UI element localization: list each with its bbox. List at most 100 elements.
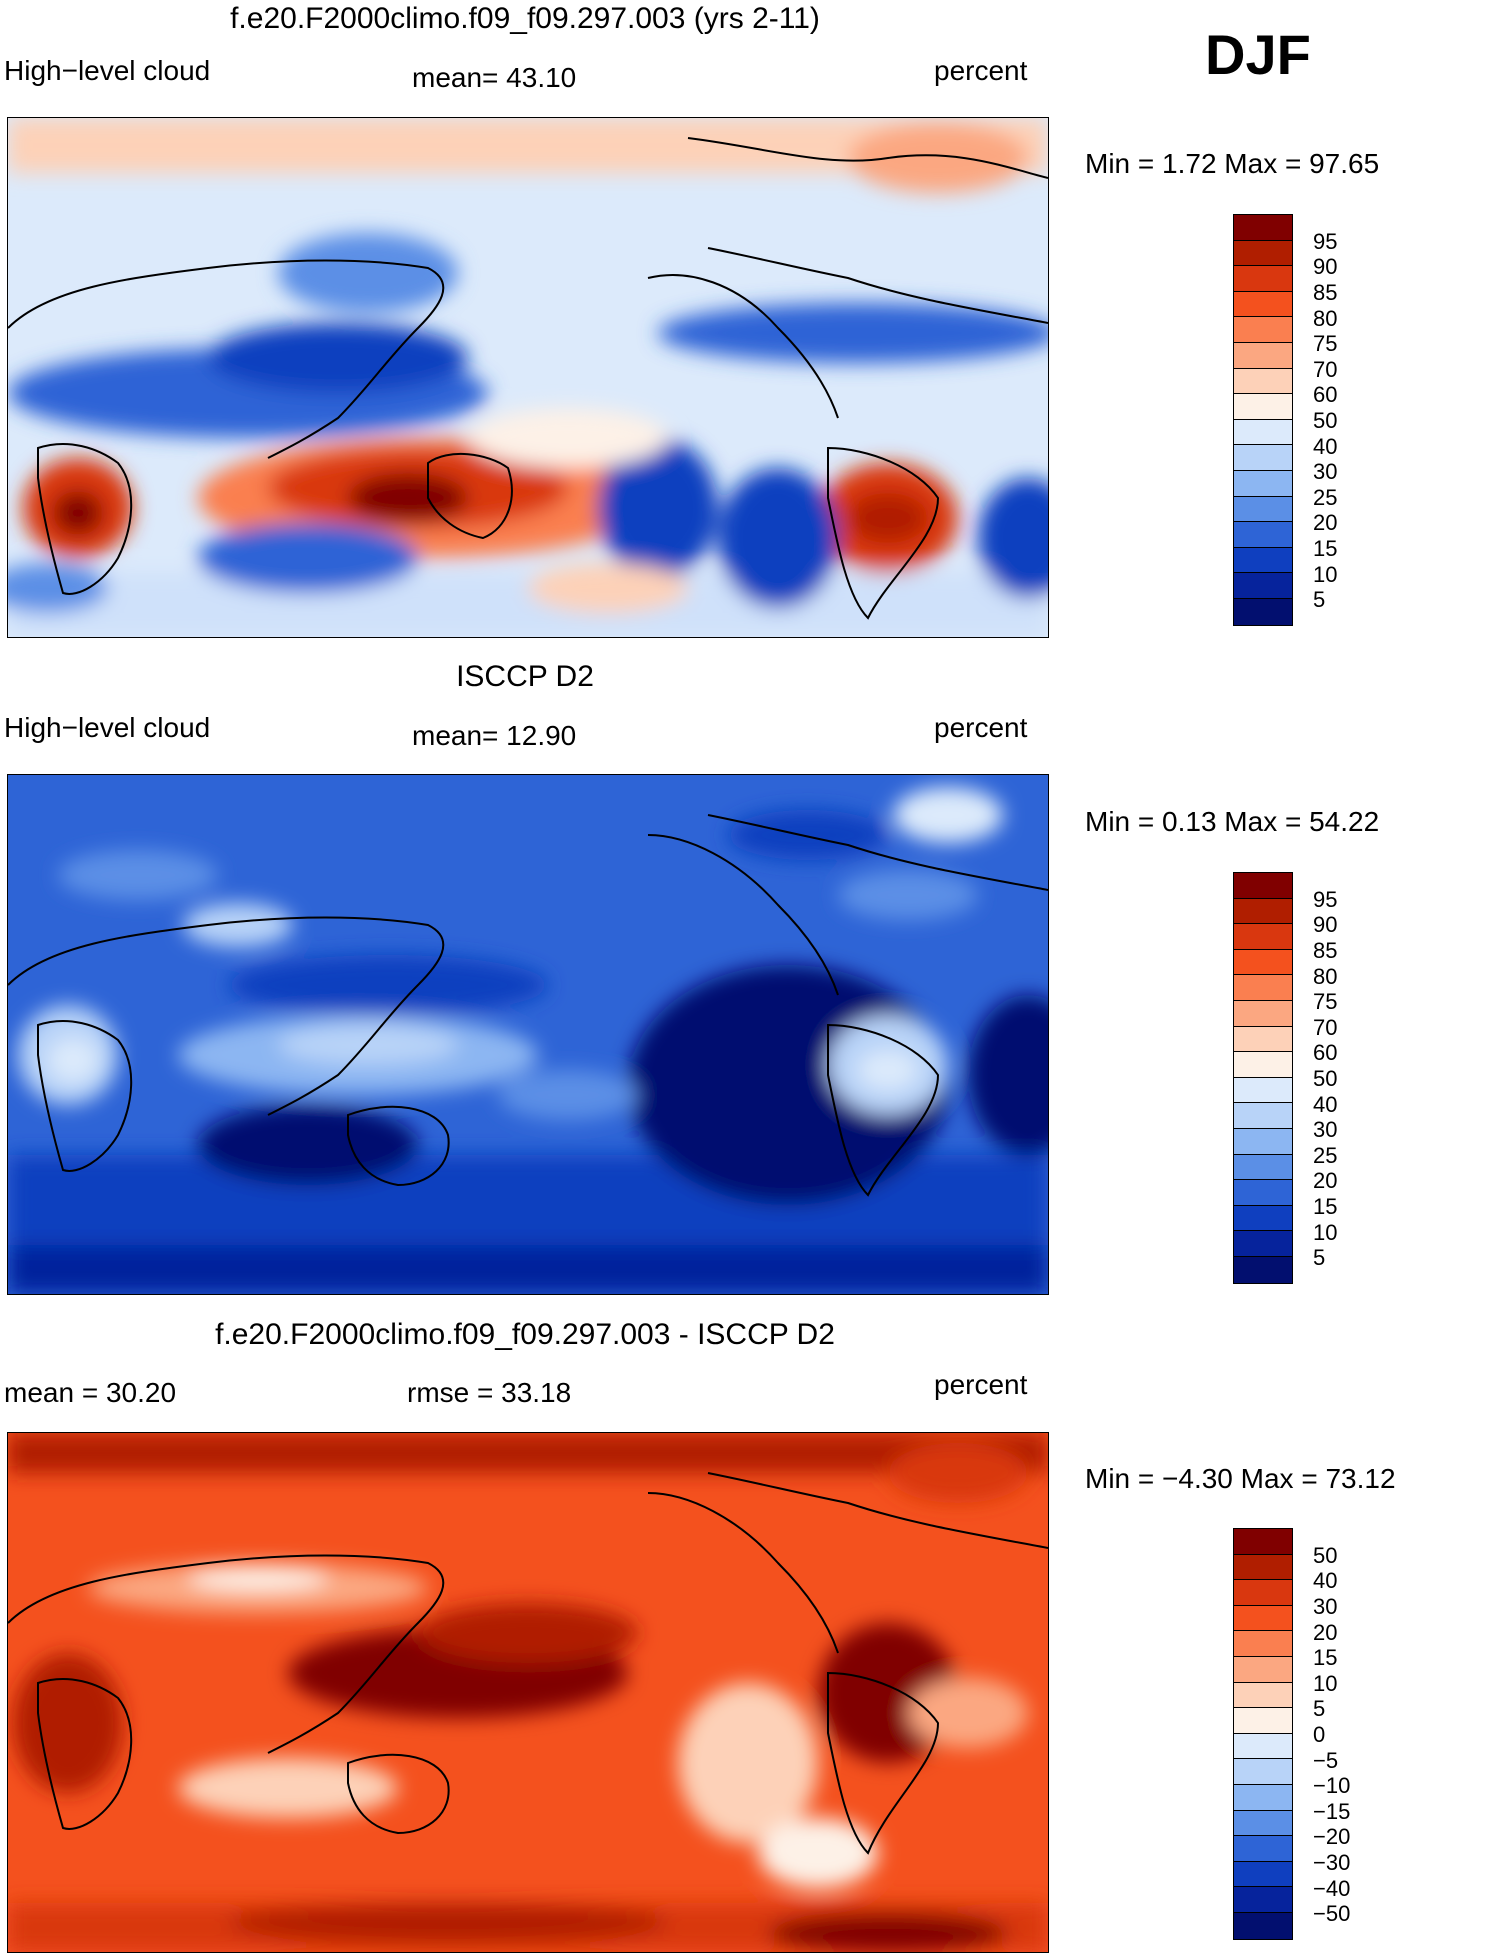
colorbar-swatch xyxy=(1234,598,1292,625)
map-isccp-cloud xyxy=(7,774,1049,1295)
colorbar-tick-label: 10 xyxy=(1313,562,1338,587)
colorbar-tick-label: 30 xyxy=(1313,1594,1338,1619)
colorbar-tick-label: 20 xyxy=(1313,1168,1338,1193)
minmax-label: Min = −4.30 Max = 73.12 xyxy=(1085,1463,1396,1494)
season-label: DJF xyxy=(1205,23,1311,86)
colorbar xyxy=(1233,214,1293,626)
colorbar-swatch xyxy=(1234,1554,1292,1581)
minmax-label: Min = 1.72 Max = 97.65 xyxy=(1085,148,1380,179)
variable-label: High−level cloud xyxy=(4,712,211,743)
colorbar-swatch xyxy=(1234,1052,1292,1078)
colorbar-swatch xyxy=(1234,266,1292,292)
colorbar-tick-label: 90 xyxy=(1313,254,1338,279)
colorbar-swatch xyxy=(1234,215,1292,241)
colorbar-tick-label: −30 xyxy=(1313,1850,1351,1875)
mean-label: mean= 43.10 xyxy=(412,62,577,93)
panel-title: ISCCP D2 xyxy=(456,660,594,693)
colorbar-swatch xyxy=(1234,1759,1292,1785)
colorbar-swatch xyxy=(1234,873,1292,899)
colorbar-tick-label: 15 xyxy=(1313,536,1338,561)
mean-label: mean= 12.90 xyxy=(412,720,577,751)
colorbar-swatch xyxy=(1234,1733,1292,1760)
colorbar-swatch xyxy=(1234,342,1292,369)
colorbar-tick-label: 75 xyxy=(1313,331,1338,356)
colorbar-tick-label: 70 xyxy=(1313,357,1338,382)
colorbar-swatch xyxy=(1234,1180,1292,1206)
colorbar-swatch xyxy=(1234,547,1292,574)
colorbar-swatch xyxy=(1234,1656,1292,1683)
colorbar-tick-label: 50 xyxy=(1313,408,1338,433)
colorbar-tick-label: −40 xyxy=(1313,1876,1351,1901)
colorbar-swatch xyxy=(1234,317,1292,343)
units-label: percent xyxy=(934,712,1028,743)
colorbar-swatch xyxy=(1234,1154,1292,1181)
panel-title: f.e20.F2000climo.f09_f09.297.003 (yrs 2-… xyxy=(230,2,820,35)
colorbar-tick-label: 75 xyxy=(1313,989,1338,1014)
colorbar-tick-label: 30 xyxy=(1313,1117,1338,1142)
minmax-label: Min = 0.13 Max = 54.22 xyxy=(1085,806,1380,837)
colorbar-swatch xyxy=(1234,1128,1292,1155)
colorbar-tick-label: 10 xyxy=(1313,1220,1338,1245)
colorbar-tick-label: 50 xyxy=(1313,1066,1338,1091)
colorbar-tick-label: 80 xyxy=(1313,964,1338,989)
colorbar-tick-label: 80 xyxy=(1313,306,1338,331)
colorbar-swatch xyxy=(1234,1708,1292,1734)
colorbar-tick-label: 70 xyxy=(1313,1015,1338,1040)
colorbar-tick-label: 10 xyxy=(1313,1671,1338,1696)
colorbar-tick-label: 60 xyxy=(1313,1040,1338,1065)
colorbar-swatch xyxy=(1234,1256,1292,1283)
colorbar xyxy=(1233,1528,1293,1940)
colorbar-swatch xyxy=(1234,1861,1292,1888)
colorbar-tick-label: 0 xyxy=(1313,1722,1326,1747)
colorbar-swatch xyxy=(1234,1580,1292,1606)
colorbar-tick-label: 20 xyxy=(1313,510,1338,535)
colorbar-swatch xyxy=(1234,1077,1292,1104)
colorbar-tick-label: 15 xyxy=(1313,1645,1338,1670)
map-difference xyxy=(7,1432,1049,1953)
colorbar-tick-label: 30 xyxy=(1313,459,1338,484)
colorbar-tick-label: 40 xyxy=(1313,434,1338,459)
colorbar-swatch xyxy=(1234,419,1292,446)
colorbar-tick-label: 85 xyxy=(1313,938,1338,963)
colorbar-swatch xyxy=(1234,1000,1292,1027)
colorbar-tick-label: 25 xyxy=(1313,485,1338,510)
colorbar-swatch xyxy=(1234,1605,1292,1632)
colorbar-swatch xyxy=(1234,975,1292,1001)
colorbar-swatch xyxy=(1234,1912,1292,1939)
colorbar-tick-label: 20 xyxy=(1313,1620,1338,1645)
colorbar-tick-label: 95 xyxy=(1313,887,1338,912)
map-model-cloud xyxy=(7,117,1049,638)
colorbar-swatch xyxy=(1234,368,1292,395)
colorbar-swatch xyxy=(1234,1103,1292,1129)
colorbar-swatch xyxy=(1234,291,1292,318)
colorbar xyxy=(1233,872,1293,1284)
colorbar-swatch xyxy=(1234,924,1292,950)
colorbar-swatch xyxy=(1234,1631,1292,1657)
colorbar-labels: 95 90 85 80 75 70 60 50 40 30 25 20 15 1… xyxy=(1313,872,1373,1282)
colorbar-tick-label: 60 xyxy=(1313,382,1338,407)
colorbar-tick-label: 40 xyxy=(1313,1568,1338,1593)
colorbar-swatch xyxy=(1234,898,1292,925)
colorbar-tick-label: −50 xyxy=(1313,1901,1351,1926)
mean-label: mean = 30.20 xyxy=(4,1377,177,1408)
colorbar-swatch xyxy=(1234,496,1292,523)
colorbar-tick-label: −20 xyxy=(1313,1824,1351,1849)
panel-title: f.e20.F2000climo.f09_f09.297.003 - ISCCP… xyxy=(215,1318,835,1351)
colorbar-swatch xyxy=(1234,394,1292,420)
colorbar-tick-label: −15 xyxy=(1313,1799,1351,1824)
colorbar-tick-label: 40 xyxy=(1313,1092,1338,1117)
colorbar-swatch xyxy=(1234,470,1292,497)
colorbar-swatch xyxy=(1234,522,1292,548)
colorbar-swatch xyxy=(1234,1887,1292,1913)
colorbar-swatch xyxy=(1234,1784,1292,1811)
colorbar-swatch xyxy=(1234,1836,1292,1862)
colorbar-tick-label: 50 xyxy=(1313,1543,1338,1568)
colorbar-swatch xyxy=(1234,1529,1292,1555)
colorbar-tick-label: 25 xyxy=(1313,1143,1338,1168)
colorbar-labels: 50 40 30 20 15 10 5 0 −5 −10 −15 −20 −30… xyxy=(1313,1528,1383,1938)
variable-label: High−level cloud xyxy=(4,55,211,86)
colorbar-tick-label: 15 xyxy=(1313,1194,1338,1219)
colorbar-swatch xyxy=(1234,1026,1292,1053)
colorbar-tick-label: 5 xyxy=(1313,1696,1326,1721)
colorbar-swatch xyxy=(1234,445,1292,471)
